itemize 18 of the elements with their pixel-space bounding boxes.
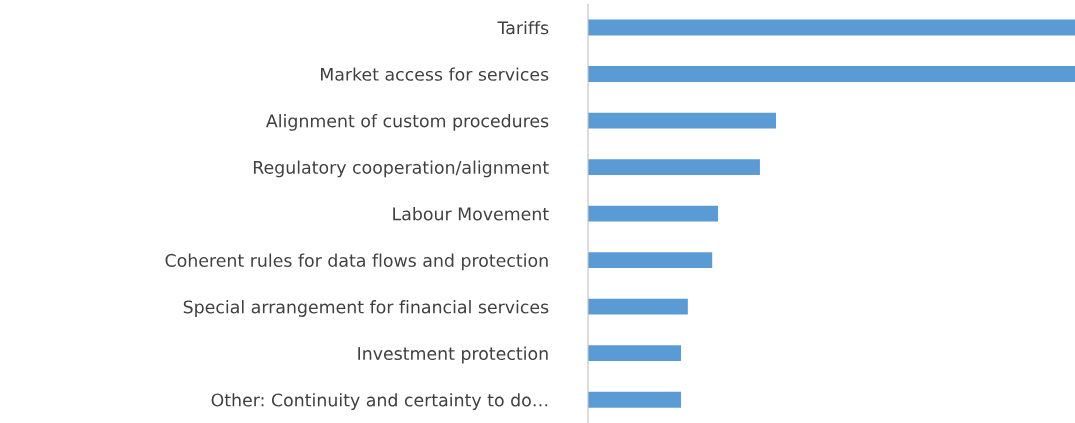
y-tick-label: Coherent rules for data flows and protection — [165, 253, 548, 271]
y-tick-label: Special arrangement for financial services — [183, 300, 549, 317]
bar — [588, 205, 719, 222]
bar — [588, 66, 1075, 82]
y-tick-label: Alignment of custom procedures — [265, 113, 549, 131]
bar — [588, 345, 682, 362]
y-tick-label: Regulatory cooperation/alignment — [253, 160, 549, 178]
y-tick-label: Market access for services — [321, 67, 549, 81]
y-tick-label: Tariffs — [497, 20, 549, 35]
bar — [588, 112, 776, 129]
y-tick-label: Labour Movement — [393, 207, 549, 221]
bar — [588, 298, 688, 315]
bar — [588, 19, 1075, 36]
y-tick-label: Investment protection — [358, 346, 548, 364]
bar — [588, 252, 713, 269]
y-tick-label: Other: Continuity and certainty to do… — [211, 393, 548, 410]
bar — [588, 391, 682, 408]
bar — [588, 159, 760, 175]
